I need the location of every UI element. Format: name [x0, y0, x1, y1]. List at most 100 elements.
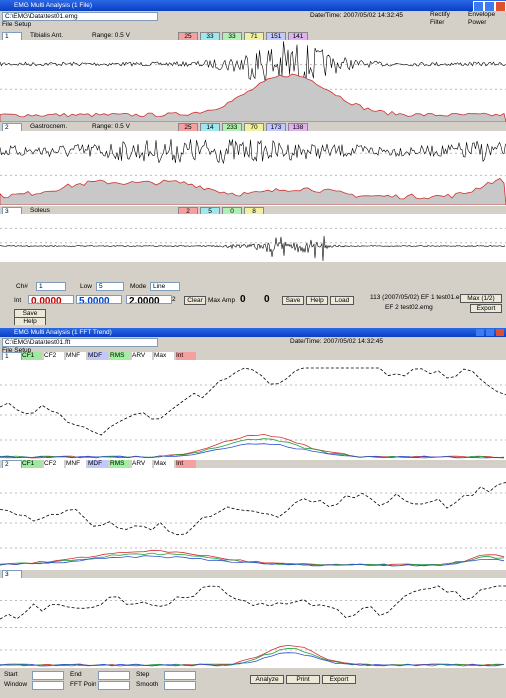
- input: 0.0000: [28, 295, 74, 304]
- trend-line: [0, 482, 506, 536]
- button[interactable]: Print: [286, 675, 320, 684]
- channel-name: Soleus: [30, 207, 50, 214]
- channel-name: Gastrocnem.: [30, 123, 68, 130]
- legend-item: Max: [154, 460, 174, 468]
- label: Max Amp: [208, 297, 236, 304]
- label: Mode: [130, 283, 147, 290]
- label: Smooth: [136, 681, 159, 688]
- input: [98, 671, 130, 680]
- legend-item: MDF: [88, 352, 108, 360]
- panel-header: [0, 570, 506, 578]
- signal-plot: [0, 214, 506, 262]
- panel-header: [0, 460, 506, 468]
- button[interactable]: Save: [282, 296, 304, 305]
- label: Window: [4, 681, 28, 688]
- label: FFT Points: [70, 681, 96, 688]
- channel-name: Tibialis Ant.: [30, 32, 63, 39]
- button[interactable]: Clear: [184, 296, 206, 305]
- raw-signal: [0, 139, 506, 165]
- input: [164, 681, 196, 690]
- check-option[interactable]: Filter: [430, 19, 445, 26]
- input: [32, 681, 64, 690]
- dropdown[interactable]: 5: [96, 282, 124, 291]
- label: Step: [136, 671, 150, 678]
- trend-plot: [0, 578, 506, 668]
- plot-bg: [0, 468, 506, 568]
- file-path: C:\EMG\Data\test01.fft: [2, 338, 158, 347]
- input: [164, 671, 196, 680]
- title-bar: [0, 328, 506, 337]
- button[interactable]: Load: [330, 296, 354, 305]
- check-option[interactable]: Power: [468, 19, 487, 26]
- param-curve: [0, 555, 505, 567]
- check-option[interactable]: Envelope: [468, 11, 496, 18]
- value: 0: [240, 294, 246, 305]
- window-title: EMG Multi Analysis (1 FFT Trend): [14, 329, 112, 336]
- param-curve: [0, 549, 505, 567]
- channel-range: Range: 0.5 V: [92, 123, 130, 130]
- plot-bg: [0, 360, 506, 460]
- legend-item: CF1: [22, 460, 42, 468]
- menu[interactable]: File Setup: [2, 347, 32, 354]
- date-time: Date/Time: 2007/05/02 14:32:45: [290, 338, 383, 345]
- value: 0: [264, 294, 270, 305]
- status: EF 2 test02.emg: [385, 304, 433, 311]
- input: [32, 671, 64, 680]
- legend-item: Int: [176, 352, 196, 360]
- window-button[interactable]: [476, 329, 484, 336]
- raw-signal: [0, 235, 506, 262]
- window-title: EMG Multi Analysis (1 File): [14, 2, 93, 9]
- signal-plot: [0, 131, 506, 205]
- button[interactable]: Help: [306, 296, 328, 305]
- input: 5.0000: [76, 295, 122, 304]
- check-option[interactable]: Rectify: [430, 11, 450, 18]
- signal-plot: [0, 40, 506, 122]
- label: Start: [4, 671, 18, 678]
- plot-bg: [0, 578, 506, 668]
- dropdown[interactable]: Line: [150, 282, 180, 291]
- window-button[interactable]: [496, 329, 504, 336]
- param-curve: [0, 443, 505, 459]
- legend-item: CF2: [44, 460, 64, 468]
- envelope: [0, 73, 506, 122]
- legend-item: CF1: [22, 352, 42, 360]
- trend-plot: [0, 468, 506, 568]
- legend-item: MNF: [66, 352, 86, 360]
- button[interactable]: Max (1/2): [460, 294, 502, 303]
- legend-item: RMS: [110, 460, 130, 468]
- label: 2: [172, 296, 176, 303]
- label: Int: [14, 297, 22, 304]
- param-curve: [0, 652, 505, 667]
- legend-item: Int: [176, 460, 196, 468]
- trend-line: [0, 585, 506, 620]
- legend-item: MDF: [88, 460, 108, 468]
- legend-item: RMS: [110, 352, 130, 360]
- control-panel: [0, 262, 506, 325]
- legend-item: Max: [154, 352, 174, 360]
- param-curve: [0, 438, 505, 459]
- raw-signal: [0, 41, 506, 83]
- trend-plot: [0, 360, 506, 460]
- button[interactable]: Export: [322, 675, 356, 684]
- menu[interactable]: File Setup: [2, 21, 32, 28]
- label: Low: [80, 283, 92, 290]
- trend-line: [0, 367, 506, 436]
- panel-header: [0, 352, 506, 360]
- date-time: Date/Time: 2007/05/02 14:32:45: [310, 12, 403, 19]
- label: Ch#: [16, 283, 28, 290]
- title-bar: [0, 0, 506, 11]
- label: End: [70, 671, 82, 678]
- legend-item: ARV: [132, 352, 152, 360]
- input: 2.0000: [126, 295, 172, 304]
- window-button[interactable]: [486, 329, 494, 336]
- separator: [0, 325, 506, 328]
- plot-bg: [0, 214, 506, 262]
- dropdown[interactable]: 1: [36, 282, 66, 291]
- file-path: C:\EMG\Data\test01.emg: [2, 12, 158, 21]
- status: 113 (2007/05/02) EF 1 test01.emg: [370, 294, 469, 301]
- button[interactable]: Export: [470, 304, 502, 313]
- legend-item: MNF: [66, 460, 86, 468]
- legend-item: CF2: [44, 352, 64, 360]
- button[interactable]: Analyze: [250, 675, 284, 684]
